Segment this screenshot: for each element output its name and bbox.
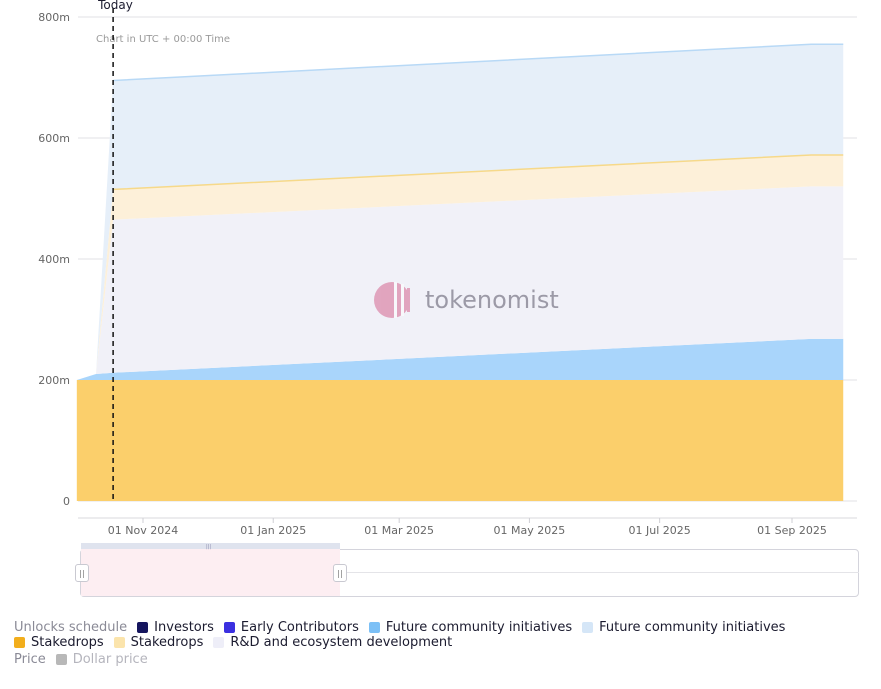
legend-label: Stakedrops <box>130 635 204 650</box>
navigator-right-handle[interactable]: || <box>333 564 347 582</box>
legend-item-early-contributors[interactable]: Early Contributors <box>223 620 359 635</box>
navigator-selection-window[interactable] <box>81 543 340 596</box>
y-axis-ticks: 0 200m 400m 600m 800m <box>38 11 70 508</box>
series-outline <box>113 154 844 191</box>
price-legend: Price Dollar price <box>14 646 874 672</box>
watermark: tokenomist <box>374 282 559 318</box>
unlock-schedule-chart: 0 200m 400m 600m 800m 01 Nov 2024 01 Jan 2025… <box>38 0 857 537</box>
legend-label: Future community initiatives <box>385 620 573 635</box>
legend-label: Future community initiatives <box>599 620 786 635</box>
watermark-text: tokenomist <box>425 286 559 314</box>
unlocks-schedule-legend: Unlocks schedule Investors Early Contribu… <box>14 620 874 650</box>
legend-label: Early Contributors <box>240 620 359 635</box>
timezone-note: Chart in UTC + 00:00 Time <box>96 34 230 45</box>
legend-swatch <box>55 653 67 665</box>
legend-item-future-community-initiatives[interactable]: Future community initiatives <box>582 620 785 635</box>
legend-label: Stakedrops <box>31 635 104 650</box>
x-tick-label: 01 May 2025 <box>494 524 566 537</box>
x-tick-label: 01 Sep 2025 <box>757 524 827 537</box>
legend-item-stakedrops[interactable]: Stakedrops <box>14 635 104 650</box>
price-title: Price <box>14 651 46 667</box>
today-label: Today <box>97 0 133 12</box>
navigator-left-handle[interactable]: || <box>75 564 89 582</box>
chart-areas <box>76 43 844 501</box>
legend-swatch <box>213 637 225 648</box>
legend-swatch <box>137 622 149 633</box>
navigator-scrollbar[interactable]: ||| <box>81 543 340 550</box>
legend-item-dollar-price[interactable]: Dollar price <box>55 651 148 667</box>
legend-item-investors[interactable]: Investors <box>137 620 214 635</box>
legend-swatch <box>14 637 25 648</box>
area-series-future-community-initiatives <box>76 44 844 380</box>
legend-swatch <box>582 622 594 633</box>
y-tick-label: 600m <box>38 132 70 145</box>
grip-lines-icon: || <box>79 569 85 578</box>
legend-item-stakedrops[interactable]: Stakedrops <box>113 635 204 650</box>
area-series-stakedrops <box>76 154 844 380</box>
legend-label: Investors <box>154 620 214 635</box>
x-tick-label: 01 Nov 2024 <box>108 524 178 537</box>
x-axis-ticks: 01 Nov 2024 01 Jan 2025 01 Mar 2025 01 May … <box>78 517 857 537</box>
y-tick-label: 800m <box>38 11 70 24</box>
navigator-baseline <box>80 572 859 573</box>
scrollbar-grip-icon: ||| <box>206 544 212 550</box>
grip-lines-icon: || <box>337 569 343 578</box>
x-tick-label: 01 Jan 2025 <box>240 524 306 537</box>
legend-label: R&D and ecosystem development <box>230 635 453 650</box>
x-tick-label: 01 Jul 2025 <box>629 524 691 537</box>
legend-swatch <box>223 622 235 633</box>
y-tick-label: 0 <box>63 495 70 508</box>
legend-label: Dollar price <box>72 651 148 667</box>
series-outline <box>113 43 844 82</box>
x-tick-label: 01 Mar 2025 <box>364 524 434 537</box>
legend-item-future-community-initiatives[interactable]: Future community initiatives <box>368 620 573 635</box>
legend-swatch <box>368 622 380 633</box>
y-tick-label: 400m <box>38 253 70 266</box>
area-series-stakedrops <box>76 380 844 501</box>
legend-title: Unlocks schedule <box>14 620 128 635</box>
range-navigator[interactable]: ||| || || <box>75 543 859 597</box>
y-tick-label: 200m <box>38 374 70 387</box>
tokenomist-logo-icon <box>374 282 410 318</box>
area-series-r-d-and-ecosystem-development <box>76 186 844 380</box>
legend-swatch <box>113 637 125 648</box>
legend: Unlocks schedule Investors Early Contribu… <box>14 620 874 672</box>
area-series-future-community-initiatives <box>76 338 844 380</box>
legend-item-r-d-and-ecosystem-development[interactable]: R&D and ecosystem development <box>213 635 452 650</box>
